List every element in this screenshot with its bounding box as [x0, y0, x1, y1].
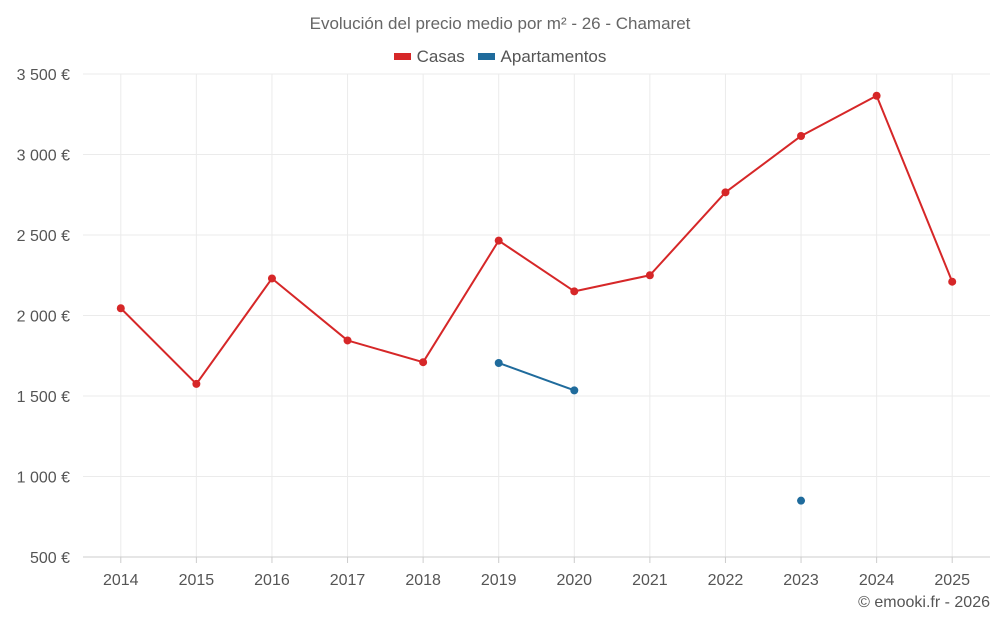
series-line-casas: [120, 94, 954, 385]
x-tick-label: 2025: [934, 572, 970, 589]
data-point-casas[interactable]: [872, 91, 881, 100]
x-axis: 2014 2015 2016 2017 2018 2019 2020 2021 2022 2023…: [83, 556, 990, 589]
x-tick-label: 2014: [103, 572, 139, 589]
x-tick-label: 2020: [556, 572, 592, 589]
series-layer: [116, 91, 957, 505]
legend-swatch-apartamentos: [477, 53, 495, 60]
data-point-casas[interactable]: [797, 131, 806, 140]
data-point-casas[interactable]: [570, 287, 579, 296]
y-tick-label: 2 500 €: [17, 228, 70, 245]
data-point-casas[interactable]: [192, 379, 201, 388]
y-tick-label: 1 000 €: [17, 470, 70, 487]
data-point-casas[interactable]: [116, 304, 125, 313]
legend-item-casas[interactable]: Casas: [393, 46, 465, 67]
y-axis: 500 € 1 000 € 1 500 € 2 000 € 2 500 € 3 000 €…: [17, 67, 70, 567]
grid: [83, 73, 990, 557]
x-tick-label: 2021: [632, 572, 668, 589]
x-tick-label: 2016: [254, 572, 290, 589]
data-point-casas[interactable]: [267, 274, 276, 283]
x-tick-label: 2018: [405, 572, 441, 589]
y-tick-label: 1 500 €: [17, 389, 70, 406]
x-tick-label: 2022: [708, 572, 744, 589]
x-tick-label: 2024: [859, 572, 895, 589]
credit-text: © emooki.fr - 2026: [858, 594, 990, 611]
x-tick-label: 2023: [783, 572, 819, 589]
series-line-apartamentos: [498, 362, 575, 392]
legend-label-apartamentos: Apartamentos: [500, 46, 607, 66]
data-point-apartamentos[interactable]: [494, 358, 503, 367]
y-tick-label: 3 500 €: [17, 67, 70, 84]
x-tick-label: 2019: [481, 572, 517, 589]
legend: Casas Apartamentos: [0, 45, 1000, 67]
legend-label-casas: Casas: [416, 46, 465, 66]
data-point-apartamentos[interactable]: [797, 496, 806, 505]
x-tick-label: 2017: [330, 572, 366, 589]
data-point-casas[interactable]: [494, 236, 503, 245]
x-tick-label: 2015: [179, 572, 215, 589]
legend-swatch-casas: [393, 53, 411, 60]
data-point-casas[interactable]: [721, 188, 730, 197]
y-tick-label: 3 000 €: [17, 148, 70, 165]
y-tick-label: 2 000 €: [17, 309, 70, 326]
chart-title: Evolución del precio medio por m² - 26 -…: [309, 14, 691, 33]
legend-item-apartamentos[interactable]: Apartamentos: [477, 46, 607, 67]
data-point-apartamentos[interactable]: [570, 386, 579, 395]
y-tick-label: 500 €: [30, 550, 70, 567]
data-point-casas[interactable]: [343, 336, 352, 345]
data-point-casas[interactable]: [948, 277, 957, 286]
data-point-casas[interactable]: [419, 358, 428, 367]
data-point-casas[interactable]: [645, 271, 654, 280]
